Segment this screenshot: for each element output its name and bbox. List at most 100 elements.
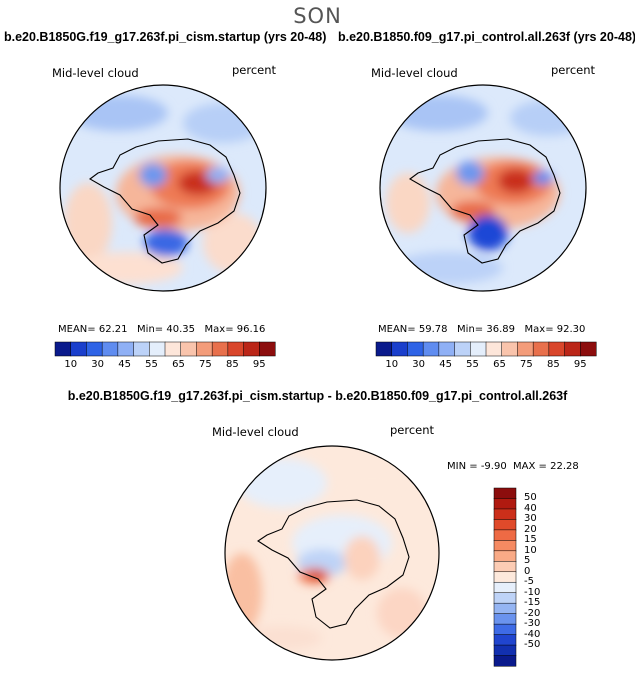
diff-min-label: MIN = [447, 461, 478, 472]
panel1-colorbar-tick: 95 [252, 359, 266, 370]
panel2-colorbar-swatch [454, 341, 471, 357]
diff-title: b.e20.B1850G.f19_g17.263f.pi_cism.startu… [67, 389, 568, 403]
diff-colorbar-swatch [493, 655, 517, 667]
panel2-colorbar-swatch [501, 341, 518, 357]
diff-colorbar-swatch [493, 508, 517, 520]
panel2-colorbar-tick: 65 [493, 359, 506, 370]
panel1-units-label: percent [232, 63, 277, 77]
diff-min-value: -9.90 [480, 461, 507, 472]
panel1-variable-label: Mid-level cloud [52, 66, 139, 80]
panel1-colorbar-swatch [133, 341, 150, 357]
panel2-colorbar-swatch [391, 341, 408, 357]
diff-colorbar-swatch [493, 602, 517, 615]
diff-colorbar-tick: -20 [524, 607, 541, 619]
panel2-colorbar-swatch [470, 341, 487, 357]
panel1-polar-map [59, 84, 267, 292]
diff-colorbar-tick: 5 [524, 555, 531, 567]
panel2-max-label: Max= [524, 324, 554, 335]
panel2-max-value: 92.30 [556, 324, 586, 335]
panel1-max-value: 96.16 [236, 324, 266, 335]
panel1-colorbar-swatch [211, 341, 229, 357]
panel2-colorbar-swatch [517, 341, 534, 357]
panel2-min-value: 36.89 [486, 324, 515, 335]
diff-colorbar-swatch [493, 644, 517, 657]
panel1-colorbar-swatch [196, 341, 213, 357]
diff-colorbar-swatch [493, 561, 517, 573]
diff-stats: MIN = -9.90 MAX = 22.28 [447, 461, 579, 472]
panel2-colorbar-swatch [548, 341, 566, 357]
panel2-mean-label: MEAN= [378, 324, 416, 335]
diff-colorbar-tick: 40 [524, 502, 537, 514]
diff-colorbar-swatch [493, 634, 517, 646]
panel2-title: b.e20.B1850.f09_g17.pi_control.all.263f … [338, 30, 635, 44]
diff-colorbar-swatch [493, 581, 517, 594]
panel1-colorbar-swatch [70, 341, 87, 357]
panel1-colorbar-tick: 10 [64, 359, 78, 370]
panel2-stats: MEAN= 59.78 Min= 36.89 Max= 92.30 [378, 324, 585, 335]
season-title: SON [293, 4, 342, 28]
panel1-colorbar-tick: 75 [199, 359, 212, 370]
diff-colorbar-swatch [493, 550, 517, 562]
panel2-colorbar-tick: 10 [385, 359, 399, 370]
diff-colorbar-swatch [493, 571, 517, 583]
diff-colorbar-tick: -30 [524, 618, 541, 630]
diff-colorbar-tick: 50 [524, 492, 537, 504]
diff-colorbar-swatch [493, 487, 517, 500]
panel1-colorbar-swatch [164, 341, 182, 357]
diff-colorbar-swatch [493, 623, 517, 636]
panel2-variable-label: Mid-level cloud [371, 66, 458, 80]
panel1-colorbar-swatch [243, 341, 260, 357]
panel1-colorbar-tick: 45 [118, 359, 131, 370]
panel1-mean-value: 62.21 [98, 324, 128, 335]
panel1-colorbar-tick: 30 [91, 359, 104, 370]
panel1-title: b.e20.B1850G.f19_g17.263f.pi_cism.startu… [4, 30, 327, 44]
panel2-mean-value: 59.78 [418, 324, 448, 335]
diff-colorbar-swatch [493, 529, 517, 541]
panel1-stats: MEAN= 62.21 Min= 40.35 Max= 96.16 [58, 324, 265, 335]
panel1-colorbar-swatch [117, 341, 135, 357]
diff-colorbar-tick: 10 [524, 544, 537, 556]
panel1-colorbar [54, 341, 276, 357]
diff-polar-map [224, 445, 440, 661]
panel1-colorbar-swatch [149, 341, 166, 357]
diff-colorbar-tick: -10 [524, 586, 541, 598]
diff-colorbar-swatch [493, 540, 517, 552]
panel2-polar-map [379, 84, 587, 292]
panel1-colorbar-tick: 55 [145, 359, 158, 370]
panel2-colorbar-swatch [485, 341, 503, 357]
diff-colorbar-swatch [493, 519, 517, 531]
panel2-colorbar-tick: 75 [520, 359, 533, 370]
panel1-colorbar-swatch [259, 341, 276, 357]
panel1-colorbar-tick: 85 [225, 359, 239, 370]
panel1-colorbar-tick: 65 [172, 359, 185, 370]
panel1-colorbar-swatch [101, 341, 119, 357]
diff-colorbar-swatch [493, 592, 517, 604]
panel2-colorbar-swatch [422, 341, 440, 357]
panel2-colorbar-tick: 30 [412, 359, 425, 370]
diff-colorbar-tick: 30 [524, 513, 537, 525]
diff-colorbar-tick: -50 [524, 639, 541, 651]
panel2-colorbar-tick: 95 [573, 359, 587, 370]
panel2-colorbar-swatch [375, 341, 393, 357]
diff-colorbar-tick: -5 [524, 576, 534, 588]
diff-variable-label: Mid-level cloud [212, 425, 299, 439]
panel1-colorbar-swatch [227, 341, 245, 357]
panel2-colorbar-swatch [564, 341, 581, 357]
panel2-min-label: Min= [457, 324, 484, 335]
diff-colorbar-swatch [493, 498, 517, 510]
diff-max-value: 22.28 [550, 461, 579, 472]
diff-colorbar-tick: -15 [524, 597, 541, 609]
panel1-mean-label: MEAN= [58, 324, 96, 335]
panel2-colorbar-swatch [407, 341, 424, 357]
diff-colorbar [493, 487, 517, 667]
panel2-colorbar-swatch [438, 341, 456, 357]
diff-colorbar-tick: 20 [524, 523, 537, 535]
panel2-colorbar-tick: 55 [466, 359, 479, 370]
diff-colorbar-tick: 0 [524, 565, 531, 577]
panel2-colorbar-swatch [532, 341, 550, 357]
panel1-max-label: Max= [204, 324, 234, 335]
panel1-colorbar-swatch [86, 341, 103, 357]
panel2-colorbar-tick: 85 [546, 359, 560, 370]
diff-colorbar-tick: 15 [524, 534, 537, 546]
panel1-colorbar-swatch [180, 341, 197, 357]
